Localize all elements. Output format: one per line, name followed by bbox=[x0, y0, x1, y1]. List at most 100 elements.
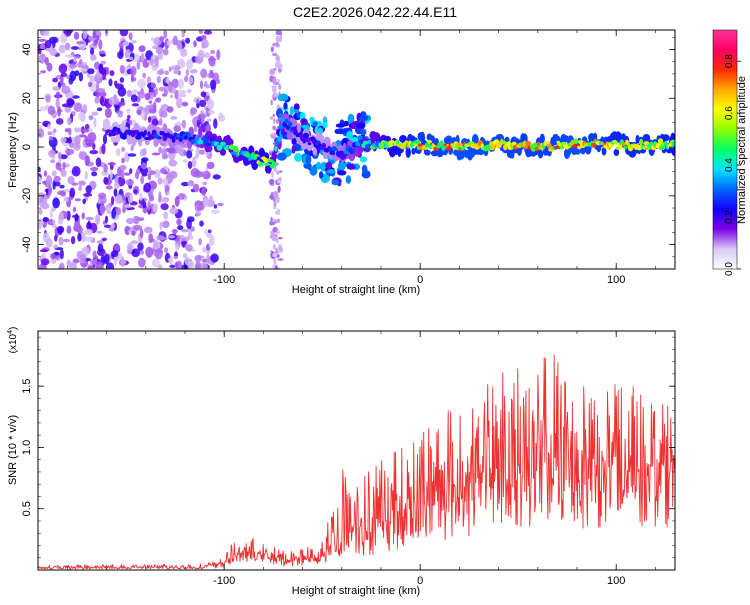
spectrogram-track-core bbox=[573, 138, 579, 145]
spectrogram-noise-blob bbox=[118, 41, 125, 49]
spectrogram-noise-blob bbox=[102, 134, 108, 145]
spectrogram-noise-blob bbox=[177, 58, 186, 69]
spectrogram-track-core bbox=[307, 142, 312, 146]
spectrogram-track-core bbox=[367, 139, 372, 145]
spectrogram-noise-blob bbox=[147, 191, 154, 198]
spectrogram-noise-blob bbox=[269, 220, 274, 226]
spectrogram-track-core bbox=[263, 162, 271, 166]
spectrogram-noise-blob bbox=[108, 78, 113, 87]
spectrogram-noise-blob bbox=[130, 66, 137, 76]
spectrogram-track-core bbox=[524, 144, 529, 149]
spectrogram-noise-blob bbox=[181, 228, 189, 233]
spectrogram-scatter-blob bbox=[337, 170, 347, 176]
spectrogram-noise-blob bbox=[38, 176, 42, 185]
spectrogram-noise-blob bbox=[182, 159, 188, 164]
spectrogram-noise-blob bbox=[98, 39, 103, 50]
spectrogram-track-halo bbox=[424, 149, 431, 156]
spectrogram-noise-blob bbox=[156, 75, 161, 84]
spectrogram-xlabel: Height of straight line (km) bbox=[292, 284, 420, 296]
spectrogram-noise-blob bbox=[107, 162, 117, 166]
spectrogram-noise-blob bbox=[57, 106, 62, 117]
spectrogram-noise-blob bbox=[49, 159, 56, 164]
spectrogram-noise-blob bbox=[140, 162, 147, 170]
spectrogram-noise-blob bbox=[148, 100, 153, 104]
spectrogram-noise-blob bbox=[56, 225, 65, 234]
spectrogram-track-core bbox=[441, 145, 446, 151]
spectrogram-noise-blob bbox=[39, 201, 47, 208]
spectrogram-noise-blob bbox=[72, 206, 77, 213]
spectrogram-track-halo bbox=[521, 133, 528, 144]
spectrogram-noise-blob bbox=[110, 223, 116, 230]
spectrogram-noise-blob bbox=[105, 185, 113, 190]
colorbar-tick-label: 0.2 bbox=[724, 210, 735, 224]
spectrogram-noise-blob bbox=[60, 72, 68, 78]
spectrogram-noise-blob bbox=[181, 30, 185, 38]
spectrogram-noise-blob bbox=[93, 117, 97, 128]
spectrogram-noise-blob bbox=[278, 83, 282, 90]
spectrogram-noise-blob bbox=[141, 109, 146, 121]
spectrogram-noise-blob bbox=[44, 57, 49, 66]
spectrogram-noise-blob bbox=[61, 103, 71, 108]
spectrogram-noise-blob bbox=[145, 246, 154, 258]
spectrogram-track-halo bbox=[383, 135, 392, 143]
spectrogram-noise-blob bbox=[178, 78, 185, 90]
spectrogram-track-core bbox=[210, 136, 215, 142]
spectrogram-noise-blob bbox=[270, 46, 274, 53]
spectrogram-noise-blob bbox=[169, 207, 179, 215]
spectrogram-scatter-blob bbox=[337, 161, 346, 171]
spectrogram-noise-blob bbox=[69, 70, 77, 82]
spectrogram-noise-blob bbox=[57, 152, 62, 159]
spectrogram-noise-blob bbox=[119, 64, 125, 74]
spectrogram-track-halo bbox=[574, 148, 581, 155]
spectrogram-noise-blob bbox=[147, 173, 152, 181]
spectrogram-noise-blob bbox=[59, 211, 64, 221]
spectrogram-noise-blob bbox=[171, 78, 179, 89]
spectrogram-noise-blob bbox=[69, 187, 76, 198]
spectrogram-scatter-blob bbox=[300, 118, 308, 125]
spectrogram-noise-blob bbox=[52, 219, 56, 225]
spectrogram-noise-blob bbox=[39, 43, 46, 50]
spectrogram-noise-blob bbox=[55, 118, 64, 125]
spectrogram-noise-blob bbox=[273, 207, 278, 210]
spectrogram-scatter-blob bbox=[305, 154, 312, 165]
spectrogram-noise-blob bbox=[198, 238, 202, 246]
spectrogram-noise-blob bbox=[279, 30, 283, 37]
spectrogram-noise-blob bbox=[161, 147, 167, 158]
spectrogram-noise-blob bbox=[272, 125, 276, 131]
spectrogram-noise-blob bbox=[91, 171, 98, 177]
spectrogram-noise-blob bbox=[156, 70, 164, 75]
spectrogram-noise-blob bbox=[196, 119, 201, 128]
spectrogram-noise-blob bbox=[272, 245, 276, 250]
spectrogram-noise-blob bbox=[108, 96, 117, 106]
spectrogram-noise-blob bbox=[201, 39, 209, 49]
spectrogram-noise-blob bbox=[53, 244, 58, 249]
spectrogram-noise-blob bbox=[109, 70, 115, 77]
spectrogram-scatter-blob bbox=[293, 103, 300, 111]
spectrogram-track-core bbox=[639, 138, 643, 146]
spectrogram-noise-blob bbox=[210, 50, 216, 54]
spectrogram-noise-blob bbox=[84, 135, 88, 143]
spectrogram-noise-blob bbox=[63, 196, 69, 203]
spectrogram-noise-blob bbox=[278, 237, 283, 240]
spectrogram-noise-blob bbox=[124, 204, 133, 208]
spectrogram-noise-blob bbox=[105, 203, 112, 213]
spectrogram-scatter-blob bbox=[293, 109, 300, 114]
snr-ytick-label: 0.5 bbox=[21, 501, 33, 516]
spectrogram-track-core bbox=[111, 132, 117, 137]
colorbar-tick-label: 0.6 bbox=[724, 106, 735, 120]
spectrogram-noise-blob bbox=[200, 91, 207, 98]
spectrogram-noise-blob bbox=[186, 58, 194, 70]
spectrogram-noise-blob bbox=[38, 166, 41, 173]
spectrogram-noise-blob bbox=[80, 128, 90, 133]
spectrogram-noise-blob bbox=[270, 171, 275, 179]
spectrogram-noise-blob bbox=[126, 217, 135, 225]
spectrogram-noise-blob bbox=[175, 243, 179, 252]
spectrogram-noise-blob bbox=[155, 97, 162, 103]
spectrogram-noise-blob bbox=[113, 243, 120, 252]
spectrogram-noise-blob bbox=[104, 215, 109, 223]
spectrogram-track-halo bbox=[331, 141, 338, 148]
spectrogram-noise-blob bbox=[192, 183, 200, 193]
spectrogram-noise-blob bbox=[269, 116, 274, 120]
spectrogram-noise-blob bbox=[57, 190, 66, 196]
spectrogram-track-core bbox=[460, 146, 466, 151]
